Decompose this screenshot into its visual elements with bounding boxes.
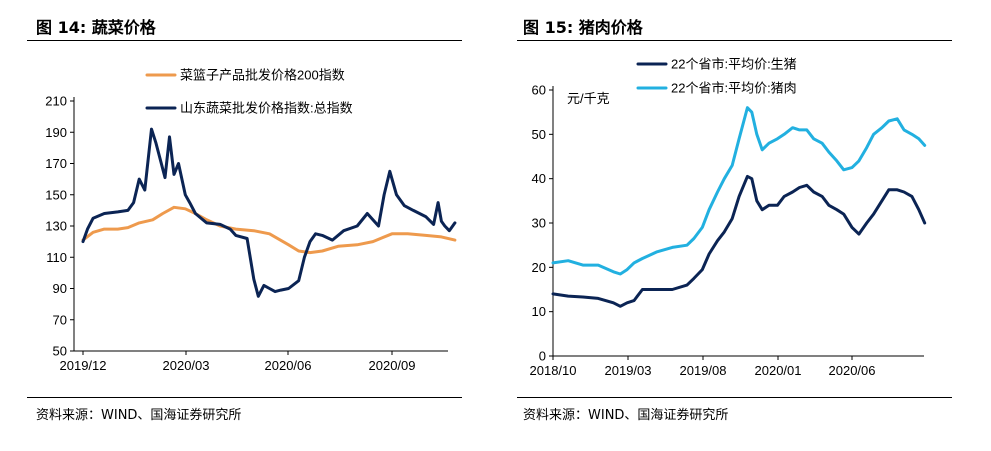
left-y-tick-label: 70 bbox=[53, 312, 67, 327]
left-y-tick-label: 50 bbox=[53, 344, 67, 359]
left-y-tick-label: 190 bbox=[45, 125, 67, 140]
right-unit-label: 元/千克 bbox=[567, 91, 610, 106]
right-series-line-1 bbox=[551, 174, 927, 308]
right-y-tick-label: 50 bbox=[532, 127, 546, 142]
left-y-tick-label: 130 bbox=[45, 219, 67, 234]
right-y-tick-label: 40 bbox=[532, 171, 546, 186]
left-legend-label-2: 山东蔬菜批发价格指数:总指数 bbox=[180, 101, 353, 116]
right-title-rule bbox=[517, 40, 952, 41]
left-y-tick-label: 210 bbox=[45, 94, 67, 109]
right-legend-label-1: 22个省市:平均价:生猪 bbox=[671, 57, 797, 72]
right-y-tick-label: 0 bbox=[539, 349, 546, 364]
right-y-tick-label: 20 bbox=[532, 260, 546, 275]
left-y-tick-label: 110 bbox=[46, 250, 67, 265]
left-series-line-2 bbox=[81, 127, 457, 298]
left-y-tick-label: 90 bbox=[53, 281, 67, 296]
right-x-tick-label: 2019/08 bbox=[680, 363, 727, 378]
left-x-tick-label: 2020/06 bbox=[265, 358, 312, 373]
right-y-tick-label: 10 bbox=[532, 304, 546, 319]
right-x-tick-label: 2019/03 bbox=[605, 363, 652, 378]
right-legend-label-2: 22个省市:平均价:猪肉 bbox=[671, 81, 797, 96]
right-y-tick-label: 60 bbox=[532, 83, 546, 98]
left-y-tick-label: 150 bbox=[45, 187, 67, 202]
right-x-tick-label: 2020/01 bbox=[755, 363, 802, 378]
right-bottom-rule bbox=[517, 397, 952, 398]
left-series-line-1 bbox=[81, 205, 457, 255]
right-source-note: 资料来源：WIND、国海证券研究所 bbox=[523, 408, 729, 423]
right-chart-title: 图 15: 猪肉价格 bbox=[523, 18, 643, 37]
right-x-tick-label: 2018/10 bbox=[530, 363, 577, 378]
left-chart: 50 70 90 110 130 150 170 190 210 2019/12 2020/03 20… bbox=[45, 68, 457, 373]
left-chart-title: 图 14: 蔬菜价格 bbox=[36, 18, 156, 37]
right-x-tick-label: 2020/06 bbox=[829, 363, 876, 378]
left-x-tick-label: 2020/03 bbox=[163, 358, 210, 373]
left-title-rule bbox=[27, 40, 462, 41]
right-y-tick-label: 30 bbox=[532, 216, 546, 231]
right-series-line-2 bbox=[551, 106, 927, 276]
left-legend-label-1: 菜篮子产品批发价格200指数 bbox=[180, 68, 345, 83]
left-source-note: 资料来源：WIND、国海证券研究所 bbox=[36, 408, 242, 423]
left-y-tick-label: 170 bbox=[45, 156, 67, 171]
left-bottom-rule bbox=[27, 397, 462, 398]
right-chart: 0 10 20 30 40 50 60 2018/10 2019/03 2019/08 2020/0… bbox=[530, 57, 927, 378]
left-x-tick-label: 2020/09 bbox=[369, 358, 416, 373]
left-x-tick-label: 2019/12 bbox=[60, 358, 107, 373]
